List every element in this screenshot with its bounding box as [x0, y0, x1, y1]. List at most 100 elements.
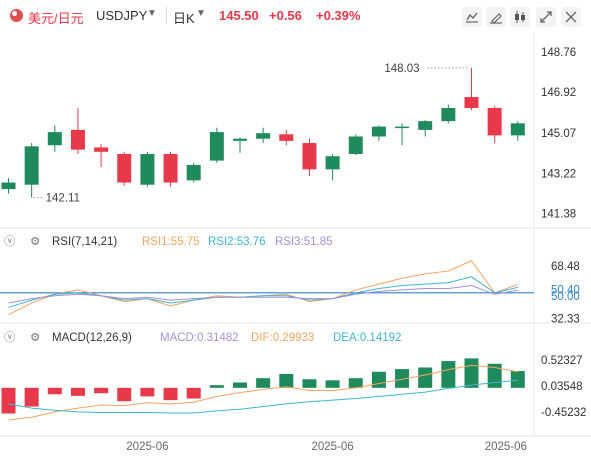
candle-body	[233, 138, 247, 141]
indicator-icon[interactable]	[462, 7, 482, 27]
macd-name: MACD(12,26,9)	[52, 332, 132, 344]
candle-body	[348, 136, 363, 155]
macd-histogram-bar	[186, 387, 201, 399]
macd-histogram-bar	[348, 378, 363, 388]
time-tick-label: 2025-06	[126, 441, 168, 453]
macd-histogram-bar	[70, 387, 85, 396]
dea-value: DEA:0.14192	[333, 332, 401, 344]
chart-header: 美元/日元 USDJPY ▼ 日K ▼ 145.50 +0.56 +0.39%	[0, 0, 591, 32]
candle-body	[325, 156, 340, 170]
high-annotation: 148.03	[384, 63, 419, 75]
candle-body	[209, 132, 224, 161]
candle-body	[441, 107, 456, 122]
candle-body	[256, 133, 271, 139]
macd-eye-icon: ⓥ	[4, 331, 16, 344]
timeframe-dropdown-icon[interactable]: ▼	[196, 8, 206, 19]
macd-histogram-bar	[24, 387, 39, 407]
rsi-tick-label: 32.33	[551, 314, 580, 326]
candle-type-icon[interactable]	[510, 7, 530, 27]
macd-histogram-bar	[256, 378, 271, 388]
symbol-code[interactable]: USDJPY	[96, 8, 148, 23]
rsi3-value: RSI3:51.85	[275, 236, 333, 248]
macd-histogram-bar	[117, 387, 132, 402]
macd-value: MACD:0.31482	[160, 332, 239, 344]
rsi3-line	[8, 285, 518, 304]
rsi1-value: RSI1:55.75	[142, 236, 200, 248]
candle-body	[186, 164, 201, 181]
price-change-percent: +0.39%	[316, 8, 361, 23]
macd-histogram-bar	[395, 369, 410, 388]
candle-body	[70, 129, 85, 150]
macd-legend: ⓥ ⚙ MACD(12,26,9) MACD:0.31482 DIF:0.299…	[4, 331, 401, 344]
candle-body	[418, 121, 433, 130]
expand-icon[interactable]	[536, 7, 556, 27]
candle-body	[24, 146, 39, 185]
rsi-legend: ⓥ ⚙ RSI(7,14,21) RSI1:55.75 RSI2:53.76 R…	[4, 235, 333, 248]
rsi-eye-icon: ⓥ	[4, 235, 16, 248]
header-divider	[166, 7, 167, 24]
macd-histogram-bar	[510, 370, 525, 388]
candle-body	[487, 107, 502, 136]
price-tick-label: 148.76	[541, 47, 576, 59]
candle-body	[1, 182, 16, 190]
rsi-tick-label: 68.48	[551, 261, 580, 273]
rsi-tick-label: 50.40	[551, 284, 580, 296]
macd-histogram-bar	[47, 387, 62, 395]
candle-body	[510, 123, 525, 136]
macd-histogram-bar	[233, 382, 247, 388]
time-tick-label: 2025-06	[311, 441, 353, 453]
macd-tick-label: 0.03548	[541, 381, 583, 393]
candle-body	[302, 143, 317, 170]
macd-histogram-bar	[279, 373, 294, 388]
macd-histogram-bar	[140, 387, 155, 397]
rsi-tick-label: 50.00	[551, 291, 580, 303]
price-change: +0.56	[269, 8, 302, 23]
macd-histogram-bar	[1, 387, 16, 414]
macd-histogram-bar	[94, 387, 109, 394]
candle-body	[47, 132, 62, 146]
macd-histogram-bar	[371, 371, 386, 388]
time-tick-label: 2025-06	[485, 441, 527, 453]
macd-histogram-bar	[163, 387, 178, 401]
macd-histogram-bar	[418, 367, 433, 388]
dif-value: DIF:0.29933	[251, 332, 314, 344]
settings-icon[interactable]	[561, 7, 581, 27]
symbol-cn[interactable]: 美元/日元	[28, 11, 84, 26]
symbol-dropdown-icon[interactable]: ▼	[147, 8, 157, 19]
rsi-name: RSI(7,14,21)	[52, 236, 117, 248]
macd-settings-icon: ⚙	[30, 332, 40, 344]
macd-histogram-bar	[325, 380, 340, 388]
candle-body	[371, 126, 386, 137]
price-panel: 148.76 146.92 145.07 143.22 141.38 148.03 142.…	[1, 47, 576, 221]
macd-histogram-bar	[302, 379, 317, 388]
draw-icon[interactable]	[486, 7, 506, 27]
macd-histogram-bar	[209, 385, 224, 388]
macd-panel: 0.52327 0.03548 -0.45232	[1, 355, 586, 421]
price-tick-label: 146.92	[541, 87, 576, 99]
last-price: 145.50	[219, 8, 259, 23]
rsi1-line	[8, 260, 518, 316]
price-tick-label: 143.22	[541, 168, 576, 180]
rsi2-value: RSI2:53.76	[208, 236, 266, 248]
candle-body	[94, 147, 109, 152]
usd-jpy-flag-icon	[10, 9, 23, 22]
rsi-settings-icon: ⚙	[30, 236, 40, 248]
candle-body	[395, 126, 410, 129]
dif-line	[8, 364, 518, 421]
dea-line	[8, 379, 518, 414]
candle-body	[117, 154, 132, 183]
low-annotation: 142.11	[46, 193, 80, 205]
candle-body	[140, 154, 155, 185]
candle-body	[464, 97, 479, 108]
macd-histogram-bar	[441, 361, 456, 388]
macd-tick-label: 0.52327	[541, 355, 583, 367]
candle-body	[163, 154, 178, 183]
price-tick-label: 141.38	[541, 209, 576, 221]
macd-tick-label: -0.45232	[541, 407, 586, 419]
price-tick-label: 145.07	[541, 128, 576, 140]
macd-histogram-bar	[464, 358, 479, 388]
candle-body	[279, 134, 294, 141]
timeframe-selector[interactable]: 日K	[173, 11, 195, 26]
